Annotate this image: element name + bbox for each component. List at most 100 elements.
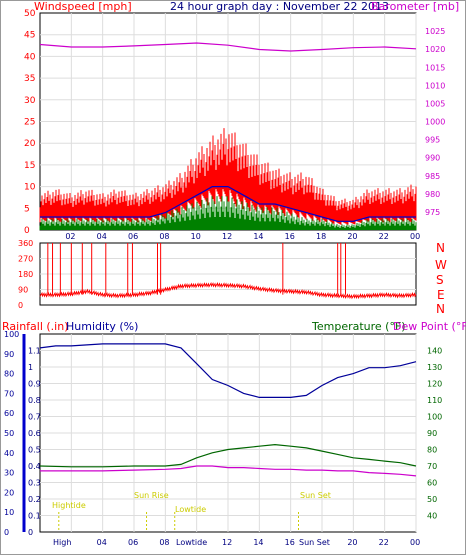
direction-label-s: S	[436, 273, 444, 287]
rain-tick-label: 1.1	[28, 347, 41, 356]
dewpoint-axis-title: Dew Point (°F)	[393, 320, 466, 333]
pressure-tick-label: 1000	[425, 118, 445, 127]
barometer-axis-title: Barometer [mb]	[371, 0, 459, 13]
humidity-tick-label: 100	[4, 330, 19, 339]
windspeed-axis-title: Windspeed [mph]	[34, 0, 132, 13]
chart-title: 24 hour graph day : November 22 2013	[170, 0, 389, 13]
humidity-axis-title: Humidity (%)	[66, 320, 138, 333]
temperature-tick-label: 120	[427, 380, 442, 389]
wind-tick-label: 45	[24, 31, 35, 41]
rain-tick-label: 1	[28, 363, 33, 372]
temperature-axis-title: Temperature (°F)	[311, 320, 406, 333]
direction-tick-label: 360	[18, 239, 33, 248]
wind-tick-label: 35	[24, 74, 35, 84]
rain-tick-label: 0.8	[28, 396, 41, 405]
gridlines	[40, 13, 417, 532]
pressure-tick-label: 985	[425, 172, 440, 181]
pressure-tick-label: 990	[425, 154, 440, 163]
pressure-tick-label: 995	[425, 136, 440, 145]
bottom-label-high: High	[53, 538, 71, 547]
lower-x-tick-label: 12	[222, 538, 232, 547]
wind-x-tick-label: 08	[159, 232, 169, 241]
pressure-tick-label: 975	[425, 208, 440, 217]
humidity-line	[39, 343, 417, 398]
lower-x-tick-label: 04	[97, 538, 107, 547]
direction-tick-label: 90	[18, 286, 28, 295]
lower-x-tick-label: 08	[159, 538, 169, 547]
wind-x-tick-label: 12	[222, 232, 232, 241]
temperature-tick-label: 90	[427, 429, 437, 438]
temperature-tick-label: 40	[427, 512, 437, 521]
lower-x-tick-label: 16	[285, 538, 295, 547]
direction-tick-label: 270	[18, 255, 33, 264]
wind-x-tick-label: 20	[347, 232, 357, 241]
wind-x-tick-label: 18	[316, 232, 326, 241]
rainfall-axis-title: Rainfall (.in)	[2, 320, 69, 333]
wind-tick-label: 25	[24, 118, 35, 128]
pressure-tick-label: 1020	[425, 45, 445, 54]
tide-hightide-label: Hightide	[52, 501, 86, 510]
direction-label-e: E	[437, 288, 445, 302]
rain-tick-label: 0.5	[28, 446, 41, 455]
wind-tick-label: 15	[24, 161, 35, 171]
wind-tick-label: 5	[24, 204, 30, 214]
wind-direction-line	[39, 281, 417, 300]
rain-tick-label: 0.6	[28, 429, 41, 438]
temperature-tick-label: 80	[427, 446, 437, 455]
pressure-tick-label: 1015	[425, 63, 445, 72]
temperature-line	[39, 443, 417, 468]
lower-x-tick-label: 22	[379, 538, 389, 547]
wind-x-tick-label: 06	[128, 232, 138, 241]
lower-x-tick-label: 20	[347, 538, 357, 547]
wind-x-tick-label: 00	[410, 232, 420, 241]
wind-tick-label: 50	[24, 9, 36, 19]
humidity-tick-label: 60	[4, 409, 14, 418]
pressure-tick-label: 1005	[425, 99, 445, 108]
temperature-tick-label: 50	[427, 495, 437, 504]
lower-x-tick-label: 06	[128, 538, 138, 547]
pressure-line	[39, 42, 417, 52]
series-lines	[39, 42, 417, 477]
direction-label-n-bottom: N	[436, 302, 445, 316]
humidity-tick-label: 50	[4, 429, 14, 438]
bottom-label-sunset: Sun Set	[299, 538, 330, 547]
wind-tick-label: 20	[24, 139, 36, 149]
wind-tick-label: 40	[24, 52, 36, 62]
wind-x-tick-label: 04	[97, 232, 107, 241]
rain-tick-label: 0.2	[28, 495, 41, 504]
sunset-label: Sun Set	[300, 491, 331, 500]
wind-x-tick-label: 10	[191, 232, 201, 241]
temperature-tick-label: 70	[427, 462, 437, 471]
temperature-tick-label: 100	[427, 413, 442, 422]
bottom-label-lowtide: Lowtide	[176, 538, 207, 547]
humidity-tick-label: 40	[4, 449, 14, 458]
wind-average-line	[40, 186, 416, 222]
pressure-tick-label: 980	[425, 190, 440, 199]
wind-x-tick-label: 22	[379, 232, 389, 241]
humidity-tick-label: 20	[4, 488, 14, 497]
direction-label-n-top: N	[436, 241, 445, 255]
lower-x-tick-label: 00	[410, 538, 420, 547]
rain-tick-label: 0.9	[28, 380, 41, 389]
humidity-tick-label: 80	[4, 370, 14, 379]
wind-x-tick-label: 14	[253, 232, 263, 241]
pressure-tick-label: 1025	[425, 27, 445, 36]
temperature-tick-label: 110	[427, 396, 442, 405]
axis-labels: 0510152025303540455097598098599099510001…	[4, 9, 445, 547]
rain-tick-label: 0.4	[28, 462, 41, 471]
sunrise-label: Sun Rise	[134, 491, 169, 500]
rain-tick-label: 0.1	[28, 512, 41, 521]
tide-markers	[58, 512, 299, 532]
temperature-tick-label: 60	[427, 479, 437, 488]
rain-tick-label: 0	[28, 528, 33, 537]
wind-x-tick-label: 16	[285, 232, 295, 241]
direction-tick-label: 180	[18, 270, 33, 279]
humidity-tick-label: 70	[4, 389, 14, 398]
temperature-tick-label: 140	[427, 347, 442, 356]
rain-tick-label: 0.3	[28, 479, 41, 488]
direction-tick-label: 0	[18, 301, 23, 310]
temperature-tick-label: 130	[427, 363, 442, 372]
wind-tick-label: 10	[24, 183, 36, 193]
